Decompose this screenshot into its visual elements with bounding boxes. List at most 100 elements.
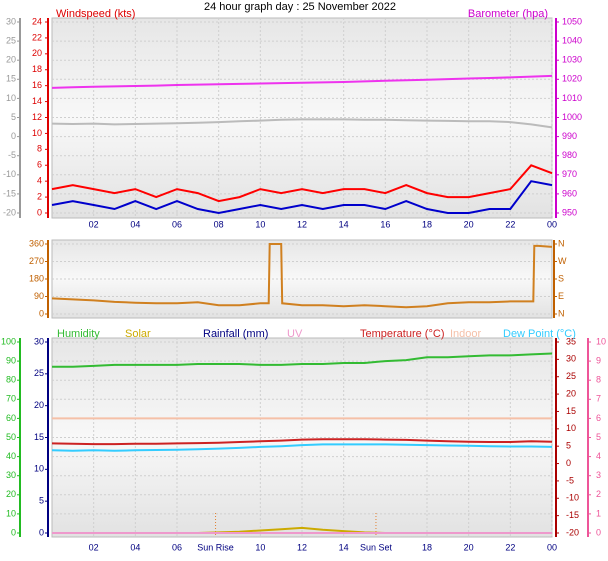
y-tick-label: 0 [37,207,42,217]
y-tick-label: 3 [596,470,601,480]
x-tick-label: 02 [89,542,99,552]
y-tick-label: 1030 [562,55,582,65]
y-tick-label: 2 [37,191,42,201]
y-tick-label: 20 [32,48,42,58]
y-tick-label: 8 [37,144,42,154]
x-tick-label: 08 [214,219,224,229]
y-tick-label: 15 [34,432,44,442]
x-tick-label: 10 [255,219,265,229]
y-tick-label: 25 [34,368,44,378]
y-tick-label: 25 [6,35,16,45]
series-line [52,352,553,368]
y-tick-label: N [558,238,565,248]
y-tick-label: 30 [34,336,44,346]
y-tick-label: 12 [32,112,42,122]
x-tick-label: 18 [422,542,432,552]
x-tick-label: 20 [464,219,474,229]
x-tick-label: 16 [380,219,390,229]
x-tick-label: 14 [339,542,349,552]
x-tick-label: 18 [422,219,432,229]
y-tick-label: 0 [39,527,44,537]
y-tick-label: 15 [6,74,16,84]
series-line [51,243,553,309]
series-line [51,443,553,452]
x-tick-label: 22 [505,219,515,229]
y-tick-label: 10 [6,93,16,103]
y-tick-label: 6 [596,413,601,423]
y-tick-label: 10 [6,508,16,518]
legend-entry: Rainfall (mm) [203,328,268,340]
y-tick-label: 1000 [562,112,582,122]
y-tick-label: 5 [596,432,601,442]
x-tick-label: 06 [172,542,182,552]
axis-title: Barometer (hpa) [468,8,548,20]
annotation-label: Sun Set [360,542,393,552]
legend-entry: Dew Point (°C) [503,328,576,340]
y-tick-label: 30 [566,354,576,364]
x-tick-label: 22 [505,542,515,552]
y-tick-label: 15 [566,406,576,416]
y-tick-label: 4 [596,451,601,461]
y-tick-label: 10 [34,464,44,474]
y-tick-label: 270 [29,256,44,266]
legend-entry: Temperature (°C) [360,328,444,340]
y-tick-label: 90 [6,355,16,365]
legend-entry: Solar [125,328,151,340]
y-tick-label: 60 [6,413,16,423]
y-tick-label: 2 [596,489,601,499]
y-tick-label: 0 [11,131,16,141]
y-tick-label: 30 [6,16,16,26]
y-tick-label: 30 [6,470,16,480]
y-tick-label: -10 [566,493,579,503]
y-tick-label: -5 [566,475,574,485]
x-tick-label: 12 [297,219,307,229]
y-tick-label: 20 [6,55,16,65]
y-tick-label: 960 [562,188,577,198]
y-tick-label: 20 [566,388,576,398]
y-tick-label: 1020 [562,74,582,84]
y-tick-label: 50 [6,432,16,442]
y-tick-label: 8 [596,375,601,385]
y-tick-label: 35 [566,336,576,346]
y-tick-label: 1040 [562,35,582,45]
y-tick-label: 90 [34,291,44,301]
y-tick-label: 70 [6,394,16,404]
series-line [51,438,553,446]
y-tick-label: 1050 [562,16,582,26]
y-tick-label: 25 [566,371,576,381]
y-tick-label: W [558,256,567,266]
y-tick-label: 40 [6,451,16,461]
y-tick-label: 6 [37,160,42,170]
y-tick-label: 0 [39,308,44,318]
y-tick-label: 970 [562,169,577,179]
y-tick-label: 1 [596,508,601,518]
legend-entry: Indoor [450,328,482,340]
y-tick-label: 0 [596,527,601,537]
y-tick-label: N [558,308,565,318]
y-tick-label: 10 [32,128,42,138]
series-line [51,118,553,129]
y-tick-label: 14 [32,96,42,106]
y-tick-label: 9 [596,355,601,365]
y-tick-label: 5 [11,112,16,122]
axis-title: Windspeed (kts) [56,8,135,20]
y-tick-label: 7 [596,394,601,404]
y-tick-label: 5 [39,496,44,506]
y-tick-label: -20 [566,527,579,537]
y-tick-label: 0 [11,527,16,537]
y-tick-label: 24 [32,16,42,26]
y-tick-label: -10 [3,169,16,179]
x-tick-label: 06 [172,219,182,229]
y-tick-label: 20 [6,489,16,499]
y-tick-label: 180 [29,273,44,283]
series-line [51,74,553,89]
x-tick-label: 04 [130,219,140,229]
x-tick-label: 20 [464,542,474,552]
y-tick-label: 990 [562,131,577,141]
y-tick-label: 20 [34,400,44,410]
y-tick-label: 0 [566,458,571,468]
x-tick-label: 00 [547,542,557,552]
y-tick-label: 360 [29,238,44,248]
legend-entry: Humidity [57,328,100,340]
